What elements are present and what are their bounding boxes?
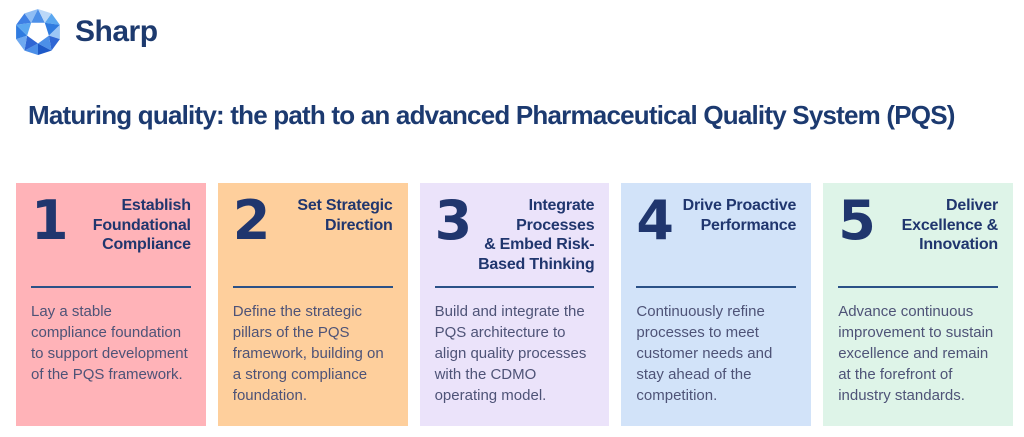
step-description: Define the strategic pillars of the PQS …	[232, 303, 384, 404]
step-number: 5	[838, 189, 876, 252]
step-card-1: 1 Establish Foundational Compliance Lay …	[16, 183, 206, 426]
step-card-3: 3 Integrate Processes & Embed Risk- Base…	[419, 183, 610, 426]
step-title: Set Strategic Direction	[297, 197, 393, 234]
brand-header: Sharp	[0, 0, 1024, 56]
step-card-header: 5 Deliver Excellence & Innovation	[838, 189, 999, 286]
step-card-header: 3 Integrate Processes & Embed Risk- Base…	[434, 189, 595, 286]
step-divider	[636, 286, 797, 288]
steps-row: 1 Establish Foundational Compliance Lay …	[16, 183, 1013, 426]
step-title: Establish Foundational Compliance	[92, 197, 191, 254]
sharp-gem-icon	[16, 9, 60, 55]
step-description: Lay a stable compliance foundation to su…	[31, 303, 188, 383]
step-title: Deliver Excellence & Innovation	[901, 197, 999, 254]
step-description: Continuously refine processes to meet cu…	[636, 303, 773, 404]
step-title: Drive Proactive Performance	[682, 197, 797, 234]
step-number: 2	[232, 189, 271, 252]
step-number: 4	[636, 189, 674, 252]
step-card-4: 4 Drive Proactive Performance Continuous…	[621, 183, 812, 426]
step-card-header: 4 Drive Proactive Performance	[636, 189, 797, 286]
brand-name: Sharp	[75, 15, 158, 48]
step-description: Build and integrate the PQS architecture…	[434, 303, 587, 404]
step-card-header: 1 Establish Foundational Compliance	[31, 189, 191, 286]
step-number: 1	[31, 189, 69, 252]
step-card-2: 2 Set Strategic Direction Define the str…	[217, 183, 408, 426]
step-card-5: 5 Deliver Excellence & Innovation Advanc…	[823, 183, 1013, 426]
step-divider	[838, 286, 998, 288]
step-divider	[31, 286, 191, 288]
step-divider	[434, 286, 595, 288]
step-divider	[232, 286, 393, 288]
step-title: Integrate Processes & Embed Risk- Based …	[478, 197, 595, 273]
step-number: 3	[434, 189, 473, 252]
step-description: Advance continuous improvement to sustai…	[838, 303, 994, 404]
page-title: Maturing quality: the path to an advance…	[28, 100, 955, 130]
step-card-header: 2 Set Strategic Direction	[232, 189, 393, 286]
